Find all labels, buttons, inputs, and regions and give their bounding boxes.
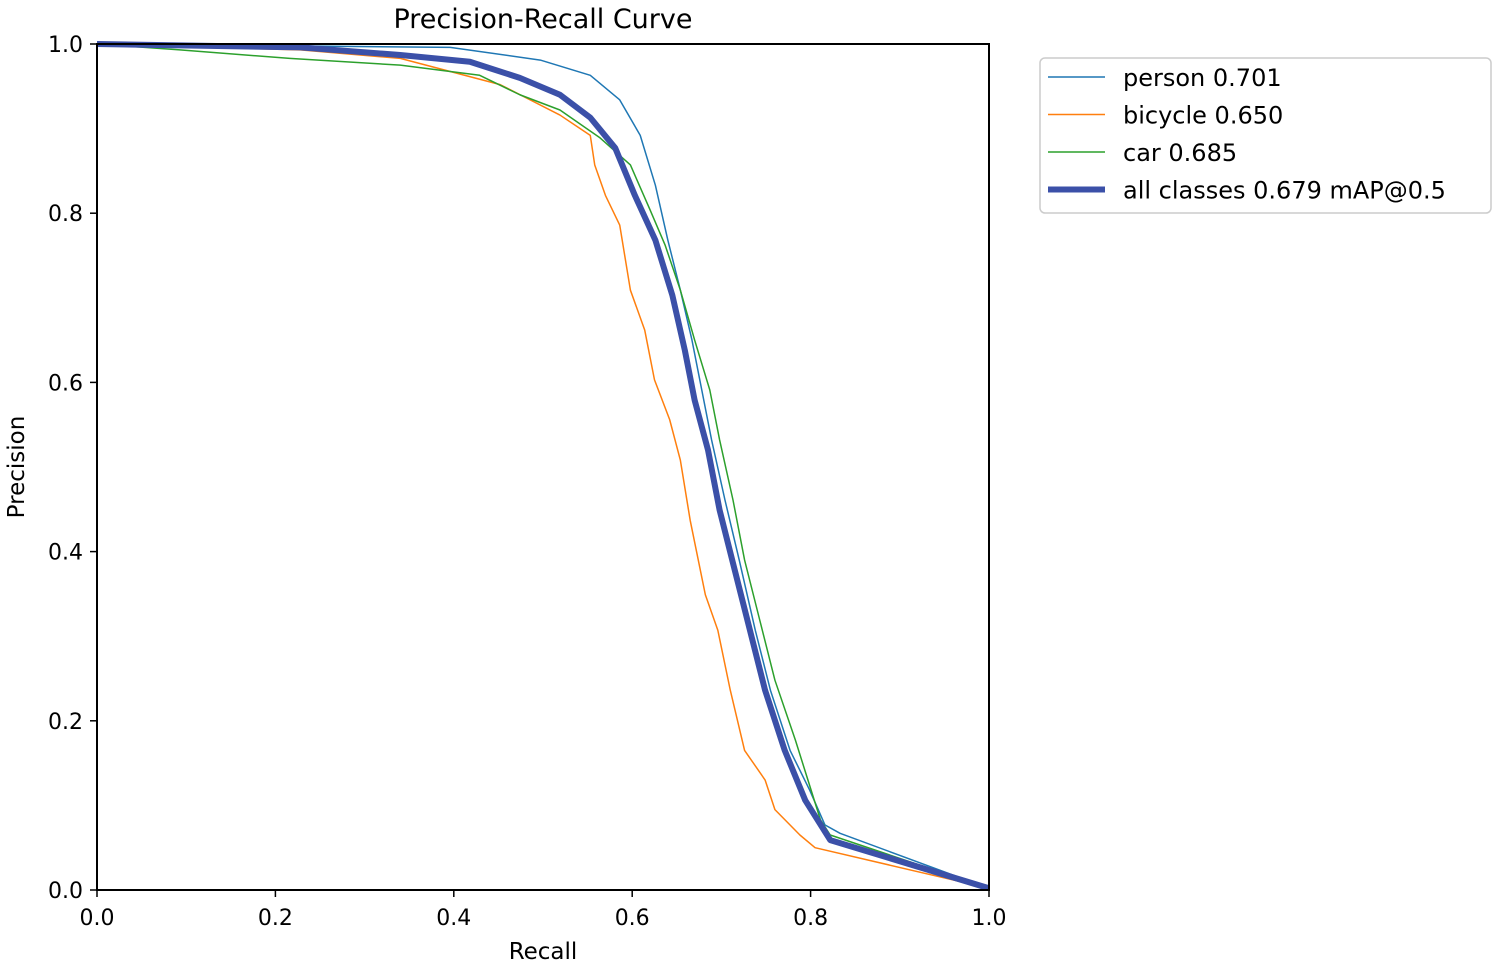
chart-title: Precision-Recall Curve — [393, 4, 692, 35]
x-axis-label: Recall — [509, 939, 578, 965]
y-tick-label: 0.8 — [48, 202, 83, 227]
series-line-1 — [96, 43, 990, 890]
x-tick-label: 0.8 — [793, 906, 828, 931]
legend-label: car 0.685 — [1123, 139, 1237, 167]
y-tick-label: 0.6 — [48, 371, 83, 396]
y-tick-label: 0.0 — [48, 879, 83, 904]
y-tick-label: 1.0 — [48, 33, 83, 58]
series-line-0 — [96, 43, 990, 890]
series-line-3 — [96, 41, 990, 892]
x-tick-label: 0.0 — [80, 906, 115, 931]
x-tick-label: 0.4 — [436, 906, 471, 931]
legend: person 0.701 bicycle 0.650 car 0.685 all cl… — [1039, 57, 1492, 214]
plot-frame — [96, 43, 990, 891]
y-tick-label: 0.4 — [48, 541, 83, 566]
legend-box — [1039, 57, 1492, 214]
y-axis-label: Precision — [4, 416, 30, 519]
series-line-2 — [96, 43, 990, 890]
y-tick-label: 0.2 — [48, 710, 83, 735]
x-tick-label: 1.0 — [972, 906, 1007, 931]
legend-label: bicycle 0.650 — [1123, 102, 1283, 130]
x-tick-label: 0.6 — [615, 906, 650, 931]
legend-label: person 0.701 — [1123, 64, 1282, 92]
x-tick-label: 0.2 — [258, 906, 293, 931]
legend-label: all classes 0.679 mAP@0.5 — [1123, 177, 1446, 205]
